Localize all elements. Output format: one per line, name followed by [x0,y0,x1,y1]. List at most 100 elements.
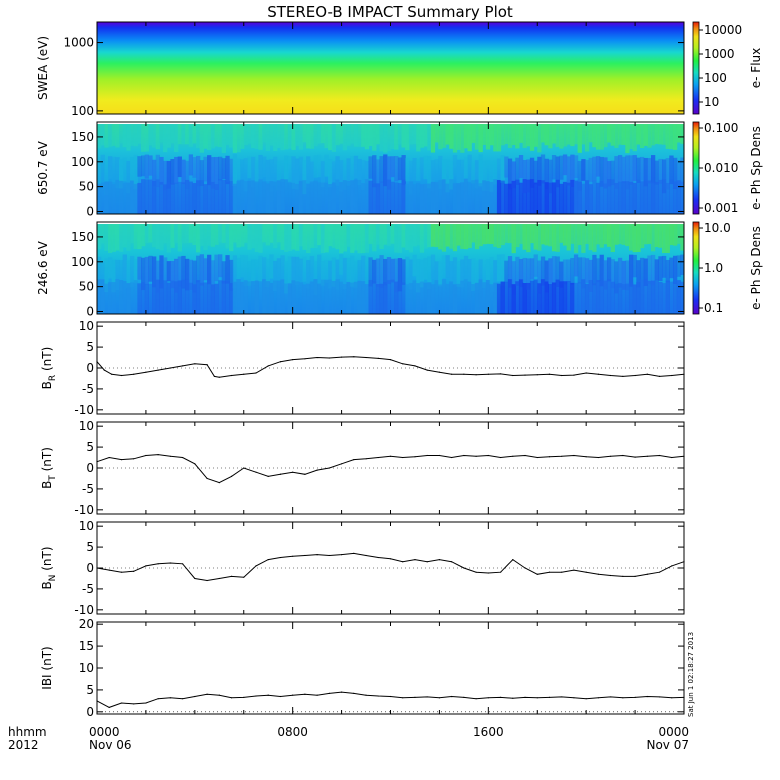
data-point [145,371,147,373]
colorbar-label: e- Ph Sp Dens [749,226,763,310]
data-point [133,458,135,460]
data-point [377,456,379,459]
data-point [365,458,367,460]
data-point [157,563,159,565]
x-tick-date-label: Nov 06 [89,738,132,752]
y-tick-label: -10 [74,503,94,517]
y-tick-label: 10 [79,319,94,333]
data-point [377,357,379,359]
x-tick-time-label: 1600 [473,725,504,739]
data-point [671,374,673,377]
data-point [536,573,538,575]
data-point [292,694,294,696]
colorbar-3: 10.0 1.0 0.1 e- Ph Sp Dens [692,221,763,315]
panel-4: 10 5 0 -5 -10 BR (nT) [40,319,685,417]
data-point [487,697,489,699]
data-point [622,575,624,577]
data-point [243,696,245,698]
colorbar-1: 10000 1000 100 10 e- Flux [692,21,763,115]
data-point [646,455,648,457]
data-point [194,463,196,465]
data-point [304,693,306,695]
data-point [634,575,636,577]
data-point [243,576,245,578]
x-tick-time-label: 0000 [658,725,689,739]
data-point [414,696,416,698]
data-point [671,565,673,567]
y-axis-label: 246.6 eV [36,240,50,295]
pitch-angle-heatmap-2 [97,224,684,314]
y-tick-label: 5 [86,540,94,554]
y-axis-label: BN (nT) [40,546,58,589]
panel-5: 10 5 0 -5 -10 BT (nT) [40,419,685,517]
data-point [512,455,514,457]
colorbar-tick-label: 0.001 [704,201,738,215]
data-point [438,371,441,373]
data-point [340,356,343,358]
data-point [548,571,551,573]
data-point [157,698,159,700]
data-point [340,463,343,465]
data-point [561,696,563,698]
data-point [230,475,233,477]
data-point [279,695,282,698]
y-tick-label: 0 [86,361,94,375]
data-point [499,373,502,375]
data-point [426,369,428,371]
data-point [206,579,208,582]
hhmm-label: hhmm [8,725,47,739]
data-point [438,559,441,561]
data-point [402,456,404,459]
data-point [353,552,355,554]
data-point [328,467,330,469]
colorbar-label: e- Ph Sp Dens [749,126,763,210]
data-point [671,697,673,699]
data-point [182,365,184,367]
data-point [365,554,367,557]
y-tick-label: 50 [79,180,94,194]
data-point [646,373,648,375]
y-tick-label: -5 [82,382,94,396]
data-point [475,571,477,573]
data-point [536,697,538,699]
data-point [267,475,269,477]
colorbar-tick-label: 10000 [704,23,742,37]
data-point [499,571,502,573]
data-point [573,454,575,457]
data-point [133,373,135,375]
data-point [243,373,245,375]
data-point [487,572,489,574]
data-point [548,373,551,375]
data-point [487,454,489,457]
data-point [316,469,318,471]
data-point [402,697,404,699]
data-point [536,456,538,459]
data-point [475,374,477,376]
colorbar-strip [692,221,700,315]
data-point [108,706,110,709]
data-point [451,695,453,698]
data-point [169,455,171,457]
data-point [622,454,624,457]
y-axis-label: IBI (nT) [40,646,54,689]
data-point [597,456,599,459]
panel-1: 1000 100 SWEA (eV) [36,21,685,118]
data-point [255,471,257,473]
data-point [182,698,184,700]
data-point [475,455,477,457]
data-point [463,567,465,569]
data-point [213,375,215,377]
data-point [377,695,379,697]
data-point [157,369,159,371]
data-point [585,372,587,374]
colorbar-label: e- Flux [749,48,763,88]
data-point [133,570,135,572]
data-point [194,695,196,698]
data-point [267,694,269,696]
data-point [103,369,105,371]
colorbar-strip [692,121,700,215]
data-point [120,374,123,377]
colorbar-tick-label: 10.0 [704,221,731,235]
